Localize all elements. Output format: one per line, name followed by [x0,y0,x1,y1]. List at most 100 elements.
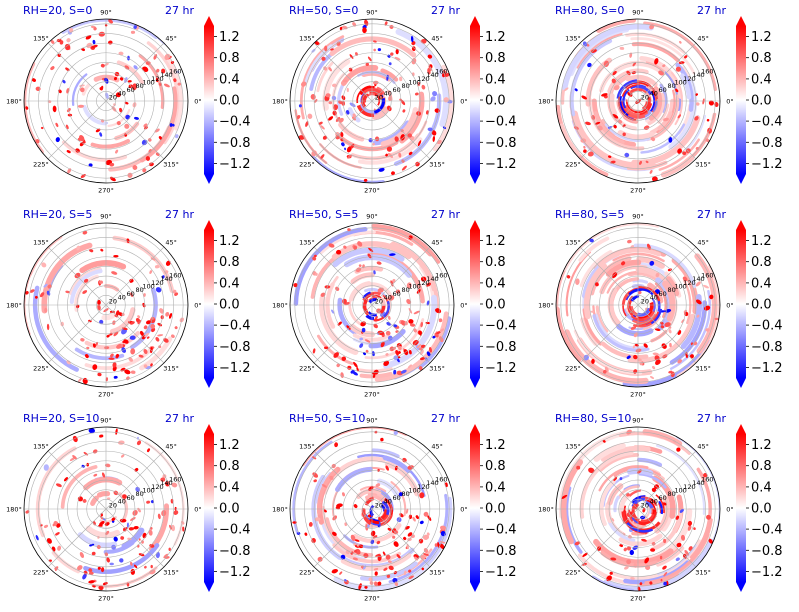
polar-grid [556,223,720,387]
angle-tick-label: 225° [299,364,315,372]
field-cell [115,310,120,316]
colorbar-tick-label: 0.8 [751,459,772,474]
field-cell [601,93,608,97]
colorbar-tick-label: 0.0 [485,502,506,517]
field-cell [377,581,382,587]
radial-tick-label: 140 [426,71,438,79]
colorbar [470,230,480,378]
radial-tick-label: 160 [169,68,181,76]
field-swirl [90,495,99,506]
field-cell [660,325,665,329]
field-cell [658,70,664,76]
colorbar-tick-label: −0.4 [751,319,783,334]
field-swirl [576,32,623,69]
field-cell [373,323,378,329]
polar-grid [24,19,188,183]
field-swirl [680,73,692,100]
field-cell [352,371,358,376]
field-cell [330,48,334,51]
field-cell [55,532,60,536]
radial-tick-label: 140 [692,479,704,487]
vortex-band [627,509,634,522]
angle-tick-label: 270° [364,391,380,399]
field-cell [349,102,356,108]
field-cell [650,137,656,142]
field-cell [650,376,654,379]
field-cell [323,66,328,71]
field-cell [641,538,647,542]
angle-tick-label: 45° [431,35,443,43]
angle-tick-label: 180° [272,506,288,514]
field-cell [116,121,121,126]
field-cell [100,85,104,91]
vortex-band [630,315,645,321]
grid-spoke [371,450,431,510]
field-cell [426,532,430,536]
field-cell [403,570,407,576]
field-cell [425,282,432,287]
panel-title: RH=20, S=5 [23,208,93,221]
colorbar-extend-min [736,174,746,184]
field-cell [130,517,136,521]
radial-tick-label: 100 [142,79,154,87]
field-cell [66,360,71,365]
field-cell [402,457,407,463]
field-cell [627,239,632,244]
field-swirl [138,54,165,109]
field-cell [438,318,443,323]
field-swirl [293,227,368,306]
field-cell [39,292,45,298]
field-cell [43,524,49,528]
field-cell [126,238,130,243]
field-swirl [631,115,701,166]
angle-tick-label: 270° [98,391,114,399]
field-cell [130,370,136,374]
field-cell [79,141,85,147]
field-cell [104,62,109,67]
field-cell [320,154,325,160]
vortex-band [648,302,654,313]
field-cell [425,110,429,115]
field-cell [581,95,588,100]
radial-tick-label: 60 [127,86,135,94]
field-cell [336,363,340,368]
vortex-band [626,522,654,533]
field-cell [344,522,348,527]
field-cell [679,508,684,513]
colorbar-extend-min [204,378,214,388]
field-cell [375,553,381,557]
field-cell [359,337,364,341]
field-swirl [90,139,130,149]
panel: 0° 45° 90° 135° 180° 225° 270° 315° 20 40 60 80 100 1… [532,204,798,408]
field-cell [132,510,138,516]
field-cell [150,363,153,367]
field-cell [115,353,120,358]
field-cell [106,557,110,563]
radial-tick-label: 80 [668,82,676,90]
grid-spoke [371,42,431,102]
radial-tick-label: 20 [109,93,117,101]
field-cell [624,566,629,570]
field-cell [98,585,104,591]
colorbar-tick-label: 1.2 [751,30,772,45]
field-cell [670,371,675,378]
field-cell [108,19,113,24]
panel: 0° 45° 90° 135° 180° 225° 270° 315° 20 40 60 80 100 1… [266,408,532,612]
field-cell [708,100,714,106]
field-cell [82,290,88,294]
field-cell [324,346,329,350]
field-cell [590,310,595,313]
field-cell [129,335,136,340]
field-cell [594,282,599,287]
field-cell [637,358,642,362]
field-cell [669,342,672,348]
field-cell [342,492,345,497]
field-cell [705,328,710,332]
field-cell [426,351,431,357]
angle-tick-label: 0° [726,98,733,106]
field-swirl [325,282,336,329]
field-cell [418,538,424,544]
field-cell [639,582,643,586]
field-cell [396,554,401,559]
field-cell [332,531,337,536]
